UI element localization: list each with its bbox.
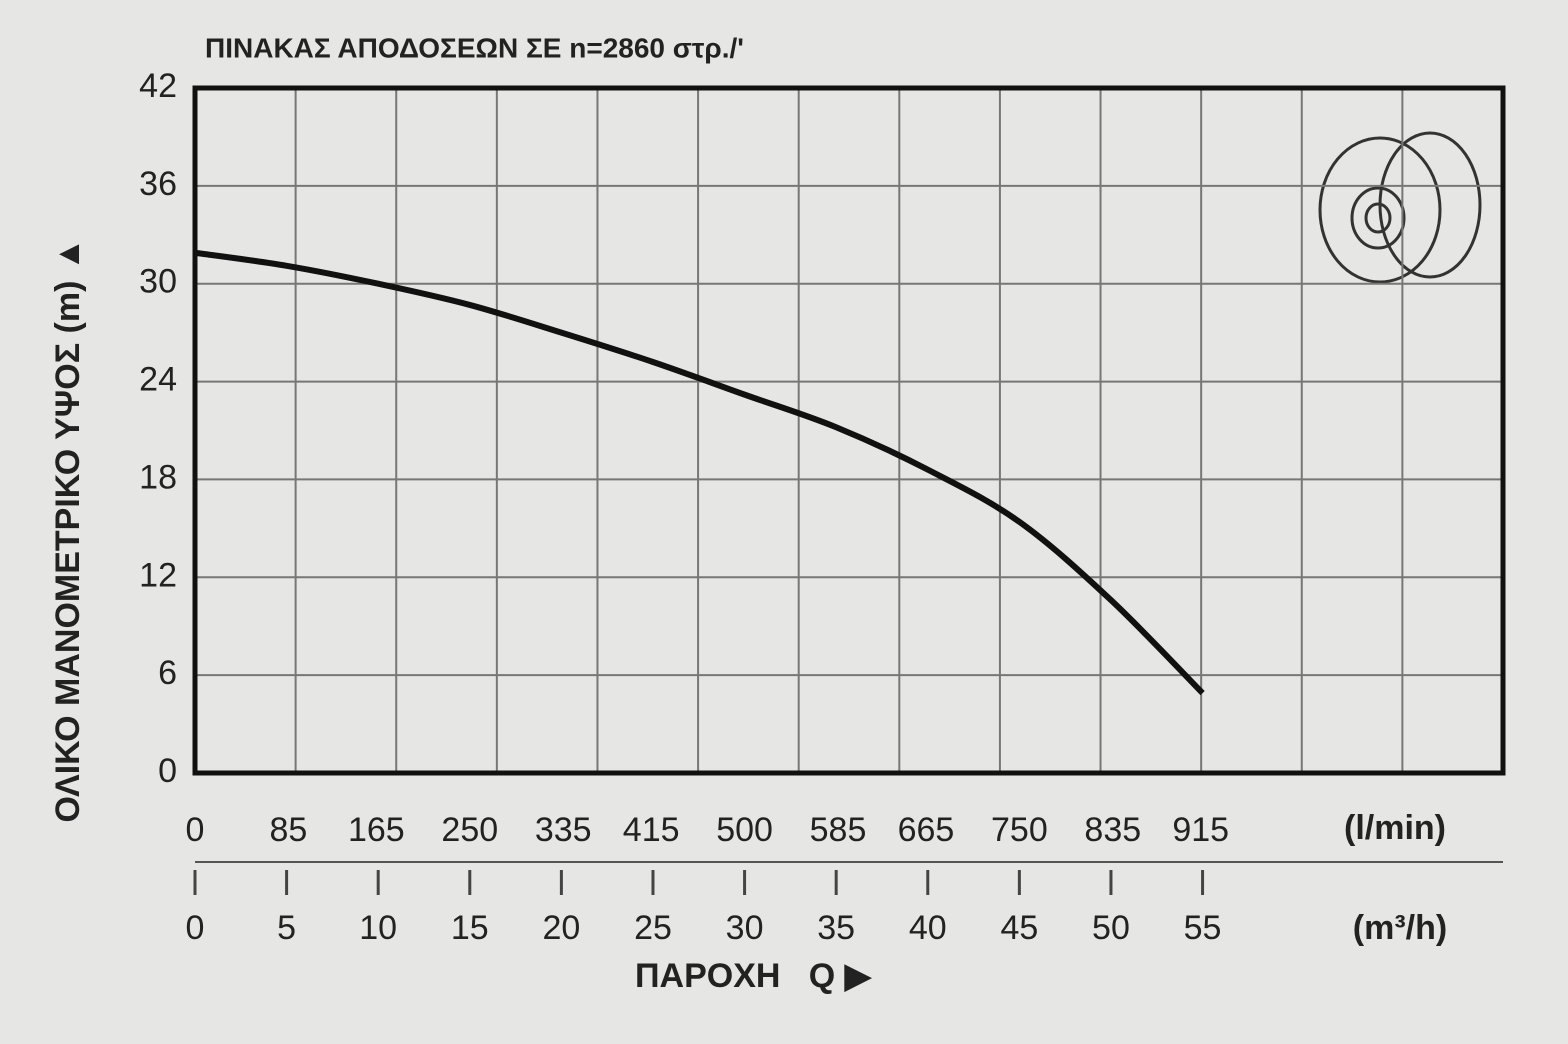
- x2-tick-label: 835: [1084, 811, 1141, 849]
- y-axis-label: ΟΛΙΚΟ ΜΑΝΟΜΕΤΡΙΚΟ ΥΨΟΣ (m) ▲: [49, 237, 87, 822]
- x2-tick-label: 500: [716, 811, 773, 849]
- x2-tick-label: 915: [1172, 811, 1229, 849]
- x2-tick-label: 0: [186, 811, 205, 849]
- x-tick-label: 10: [359, 909, 397, 947]
- x-tick-label: 30: [726, 909, 764, 947]
- y-tick-label: 24: [139, 361, 177, 399]
- pump-icon: [1318, 131, 1482, 284]
- y-tick-label: 36: [139, 165, 177, 203]
- plot-frame: [192, 85, 1506, 776]
- x-axis-label: ΠΑΡΟΧΗ Q ▶: [635, 957, 873, 995]
- x2-tick-label: 165: [348, 811, 405, 849]
- x-tick-label: 0: [186, 909, 205, 947]
- y-tick-label: 30: [139, 263, 177, 301]
- x-tick-label: 25: [634, 909, 672, 947]
- y-tick-label: 0: [158, 752, 177, 790]
- x2-tick-label: 250: [441, 811, 498, 849]
- y-tick-label: 12: [139, 556, 177, 594]
- x-tick-label: 20: [542, 909, 580, 947]
- x2-tick-label: 750: [991, 811, 1048, 849]
- x-tick-label: 15: [451, 909, 489, 947]
- y-tick-label: 42: [139, 67, 177, 105]
- x-tick-label: 5: [277, 909, 296, 947]
- x2-unit: (l/min): [1344, 809, 1446, 847]
- x2-tick-label: 335: [535, 811, 592, 849]
- x2-tick-label: 85: [270, 811, 308, 849]
- x2-tick-label: 665: [898, 811, 955, 849]
- x-unit: (m³/h): [1353, 909, 1447, 947]
- x-tick-label: 40: [909, 909, 947, 947]
- x-tick-label: 35: [817, 909, 855, 947]
- x-tick-label: 50: [1092, 909, 1130, 947]
- chart-title: ΠΙΝΑΚΑΣ ΑΠΟΔΟΣΕΩΝ ΣΕ n=2860 στρ./': [205, 32, 744, 63]
- x2-tick-label: 585: [810, 811, 867, 849]
- x-tick-label: 55: [1184, 909, 1222, 947]
- y-tick-label: 18: [139, 458, 177, 496]
- x2-tick-label: 415: [623, 811, 680, 849]
- curve: [194, 249, 1205, 696]
- x-tick-label: 45: [1000, 909, 1038, 947]
- y-tick-label: 6: [158, 654, 177, 692]
